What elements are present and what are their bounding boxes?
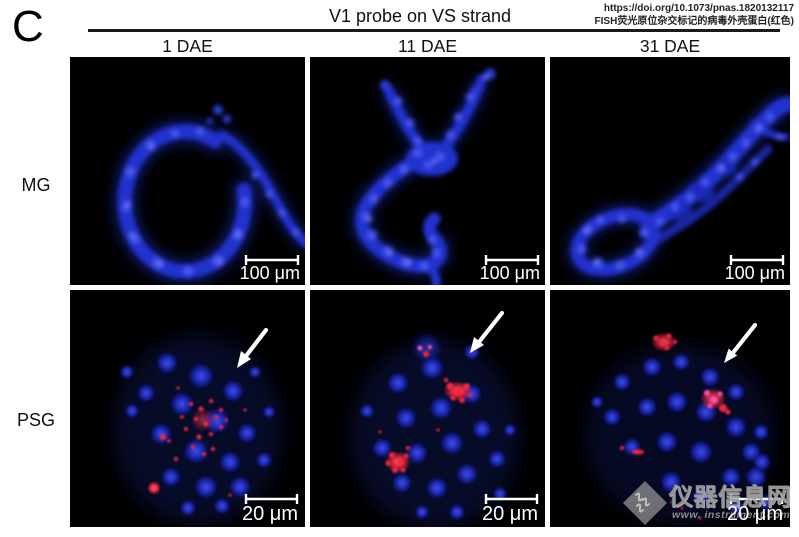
micrograph-psg-1dae: 20 μm — [70, 290, 305, 527]
column-header-11dae: 11 DAE — [397, 36, 457, 56]
arrow-icon — [470, 310, 505, 353]
figure-title: V1 probe on VS strand — [328, 6, 512, 26]
scale-bar — [244, 255, 300, 265]
scale-label: 100 μm — [479, 263, 540, 283]
micrograph-psg-11dae: 20 μm — [310, 290, 545, 527]
scale-bar — [244, 494, 299, 504]
mg-1dae-image — [70, 57, 305, 285]
arrow-icon — [237, 327, 269, 368]
title-underline — [88, 29, 780, 32]
caption-chinese: FISH荧光原位杂交标记的病毒外壳蛋白(红色) — [594, 16, 794, 27]
scale-label: 100 μm — [239, 263, 300, 283]
mg-11dae-image — [310, 57, 545, 285]
mg-31dae-image — [550, 57, 790, 285]
scale-bar — [484, 494, 539, 504]
psg-1dae-image — [70, 290, 305, 527]
row-label-mg: MG — [21, 175, 51, 195]
column-header-1dae: 1 DAE — [162, 36, 213, 56]
row-label-psg: PSG — [16, 410, 55, 430]
micrograph-mg-31dae: 100 μm — [550, 57, 790, 285]
micrograph-psg-31dae: 20 μm — [550, 290, 790, 527]
scale-label: 20 μm — [727, 503, 783, 525]
micrograph-mg-11dae: 100 μm — [310, 57, 545, 285]
scale-label: 20 μm — [242, 503, 298, 525]
scale-bar — [729, 255, 785, 265]
scale-label: 20 μm — [482, 503, 538, 525]
scale-bar — [484, 255, 540, 265]
scale-label: 100 μm — [724, 263, 785, 283]
doi-text: https://doi.org/10.1073/pnas.1820132117 — [603, 3, 794, 14]
column-header-31dae: 31 DAE — [639, 36, 701, 56]
scale-bar — [729, 494, 784, 504]
panel-letter: C — [12, 2, 44, 51]
psg-31dae-image — [550, 290, 790, 527]
annotation-block: https://doi.org/10.1073/pnas.1820132117 … — [595, 2, 794, 28]
micrograph-mg-1dae: 100 μm — [70, 57, 305, 285]
arrow-icon — [724, 322, 758, 363]
psg-11dae-image — [310, 290, 545, 527]
